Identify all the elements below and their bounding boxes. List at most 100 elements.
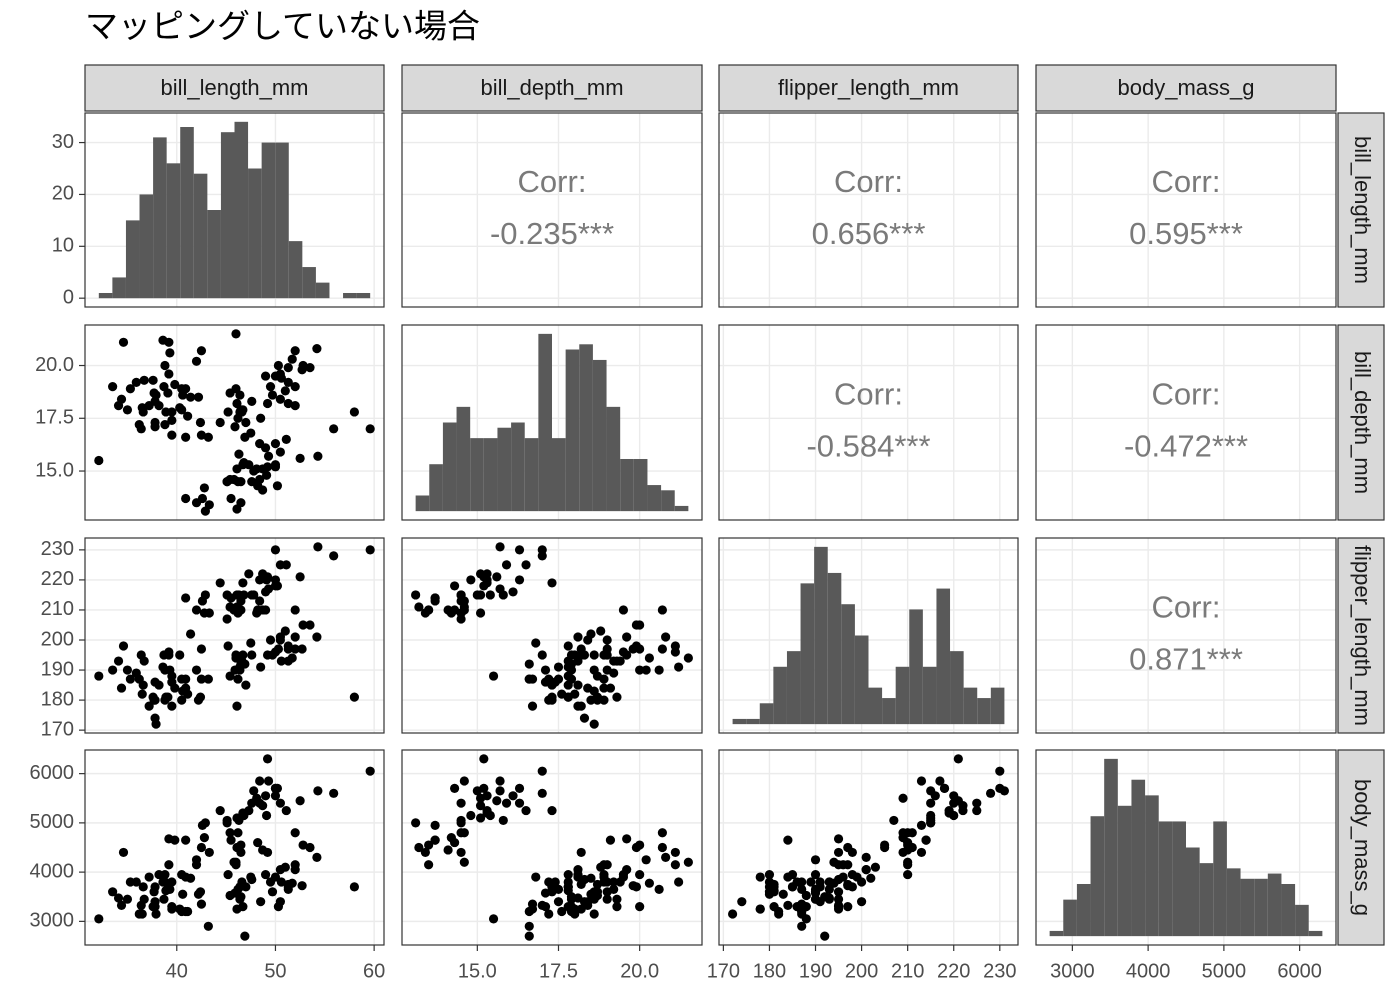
scatter-point	[262, 398, 273, 409]
scatter-point	[589, 665, 599, 675]
scatter-point	[195, 417, 206, 428]
histogram-bar	[1117, 805, 1132, 937]
scatter-point	[430, 835, 440, 845]
panel-border	[401, 537, 703, 734]
scatter-point	[240, 931, 250, 941]
scatter-point	[238, 901, 248, 912]
strip-label: flipper_length_mm	[1350, 545, 1375, 726]
scatter-point	[644, 878, 655, 888]
histogram-bar	[922, 666, 937, 725]
scatter-point	[329, 424, 339, 434]
scatter-point	[916, 847, 927, 858]
scatter-point	[137, 689, 147, 699]
histogram-bar	[288, 241, 303, 299]
scatter-point	[241, 417, 251, 428]
x-tick-label: 60	[363, 960, 385, 982]
scatter-point	[215, 578, 225, 588]
scatter-point	[108, 887, 118, 897]
scatter-point	[547, 692, 557, 702]
scatter-point	[215, 417, 225, 428]
histogram-bar	[1076, 883, 1091, 937]
histogram-bar	[579, 344, 593, 512]
scatter-point	[181, 906, 191, 917]
scatter-point	[635, 869, 645, 880]
scatter-point	[329, 551, 339, 561]
scatter-point	[252, 464, 262, 474]
scatter-point	[657, 644, 667, 654]
scatter-point	[833, 887, 844, 897]
y-tick-label: 3000	[30, 910, 75, 932]
scatter-point	[222, 476, 232, 487]
scatter-point	[234, 449, 244, 459]
scatter-point	[138, 882, 148, 892]
y-tick-label: 15.0	[35, 459, 74, 481]
scatter-point	[635, 644, 645, 654]
scatter-point	[94, 455, 104, 466]
scatter-point	[226, 493, 236, 504]
scatter-point	[167, 901, 177, 912]
scatter-point	[280, 626, 290, 636]
histogram-bar	[909, 609, 923, 725]
scatter-point	[449, 783, 460, 794]
scatter-point	[599, 683, 609, 693]
scatter-point	[223, 641, 233, 651]
x-tick-label: 170	[707, 960, 740, 982]
scatter-point	[495, 786, 505, 796]
scatter-point	[508, 587, 518, 597]
scatter-point	[290, 828, 300, 838]
scatter-point	[563, 882, 573, 892]
histogram-bar	[483, 438, 498, 512]
scatter-point	[783, 835, 793, 845]
scatter-point	[456, 847, 466, 858]
scatter-point	[349, 407, 359, 417]
scatter-point	[167, 415, 177, 425]
scatter-point	[547, 578, 557, 588]
scatter-point	[618, 605, 629, 615]
histogram-bar	[248, 168, 262, 299]
scatter-point	[247, 396, 257, 406]
scatter-point	[609, 877, 619, 887]
scatter-point	[755, 872, 765, 882]
scatter-point	[260, 605, 271, 615]
scatter-point	[349, 692, 359, 702]
scatter-point	[797, 899, 807, 909]
x-tick-label: 15.0	[458, 960, 497, 982]
scatter-point	[272, 783, 283, 794]
scatter-point	[199, 833, 210, 843]
scatter-point	[903, 869, 913, 880]
scatter-point	[167, 877, 177, 887]
scatter-point	[635, 901, 645, 912]
scatter-point	[573, 865, 583, 875]
scatter-point	[563, 692, 573, 702]
histogram-bar	[302, 267, 316, 299]
scatter-point	[167, 701, 177, 711]
scatter-point	[414, 842, 424, 853]
y-tick-label: 4000	[30, 860, 75, 882]
x-tick-label: 220	[937, 960, 970, 982]
scatter-point	[232, 464, 242, 474]
y-tick-label: 6000	[30, 762, 75, 784]
scatter-point	[755, 904, 765, 914]
scatter-point	[365, 424, 375, 434]
scatter-point	[553, 884, 564, 894]
scatter-point	[297, 644, 307, 654]
scatter-point	[479, 754, 489, 764]
histogram-bar	[759, 703, 774, 725]
scatter-point	[136, 900, 146, 910]
scatter-point	[953, 754, 963, 764]
scatter-point	[154, 680, 164, 690]
y-tick-label: 230	[41, 538, 74, 560]
scatter-point	[589, 887, 599, 897]
scatter-point	[144, 401, 154, 411]
scatter-point	[524, 906, 534, 917]
histogram-bar	[868, 687, 883, 725]
corr-label: Corr:	[834, 164, 903, 199]
histogram-bar	[511, 422, 525, 512]
scatter-point	[514, 545, 525, 555]
scatter-point	[283, 363, 293, 373]
scatter-point	[298, 840, 308, 850]
scatter-point	[139, 375, 149, 385]
scatter-point	[151, 390, 161, 400]
scatter-point	[136, 650, 146, 660]
